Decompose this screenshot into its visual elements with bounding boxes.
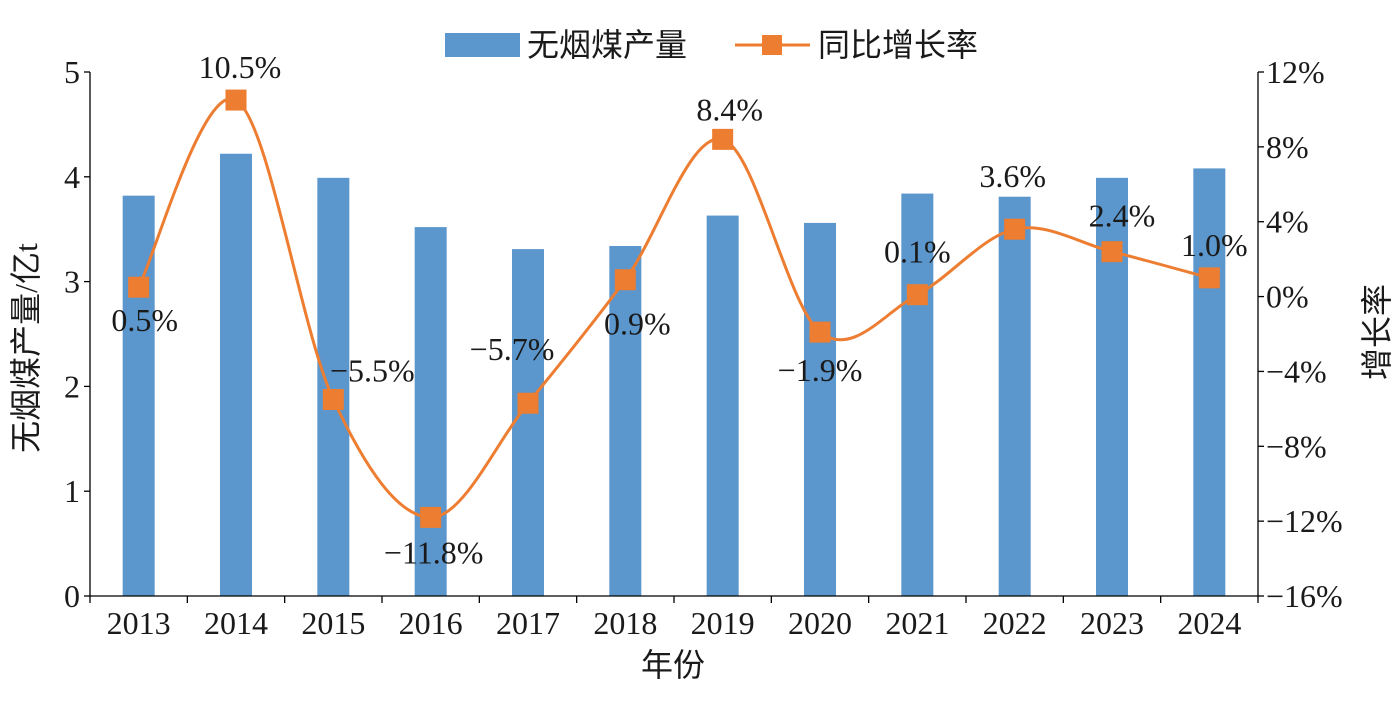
bar-2014 — [220, 153, 252, 596]
bar-2022 — [998, 196, 1031, 596]
y-tick-label: 5 — [64, 54, 80, 90]
growth-marker-2022 — [1004, 218, 1026, 240]
growth-marker-2019 — [712, 128, 734, 150]
x-axis-title: 年份 — [641, 647, 705, 683]
x-tick-label: 2019 — [691, 605, 755, 641]
y-tick-label: 0 — [64, 578, 80, 614]
growth-marker-2014 — [225, 89, 247, 111]
x-tick-label: 2020 — [788, 605, 852, 641]
y-tick-label: 1 — [64, 473, 80, 509]
bar-2018 — [609, 245, 642, 596]
bar-2023 — [1096, 177, 1128, 596]
growth-data-label: −5.5% — [330, 353, 415, 389]
y-axis-right-ticks: −16% −12% −8% −4% 0% 4% 8% 12% — [1258, 54, 1343, 614]
x-tick-label: 2014 — [204, 605, 268, 641]
y2-tick-label: 0% — [1266, 279, 1309, 315]
growth-marker-2016 — [420, 506, 442, 528]
bar-2015 — [317, 177, 350, 596]
y-tick-label: 2 — [64, 368, 80, 404]
y2-tick-label: −4% — [1266, 353, 1327, 389]
growth-data-label: 0.1% — [884, 234, 951, 270]
growth-data-label: 0.5% — [111, 302, 178, 338]
line-series-growth-data-labels: 0.5% 10.5% −5.5% −11.8% −5.7% 0.9% 8.4% −1.9% 0.… — [111, 49, 1247, 570]
growth-data-label: 8.4% — [696, 91, 763, 127]
growth-marker-2024 — [1198, 267, 1220, 289]
growth-data-label: 0.9% — [604, 306, 671, 342]
growth-marker-2013 — [128, 276, 150, 298]
y-tick-label: 4 — [64, 159, 80, 195]
growth-data-label: 1.0% — [1181, 227, 1248, 263]
line-series-growth — [137, 97, 1211, 519]
legend: 无烟煤产量 同比增长率 — [445, 27, 978, 63]
bar-series-production — [122, 153, 1226, 597]
bar-2016 — [414, 227, 447, 596]
growth-data-label: −1.9% — [778, 352, 863, 388]
growth-data-label: −5.7% — [470, 331, 555, 367]
x-tick-label: 2017 — [496, 605, 560, 641]
growth-marker-2021 — [906, 284, 928, 306]
y-tick-label: 3 — [64, 264, 80, 300]
x-tick-label: 2013 — [107, 605, 171, 641]
x-tick-label: 2015 — [301, 605, 365, 641]
y-axis-title: 无烟煤产量/亿t — [8, 243, 44, 453]
bar-2024 — [1193, 168, 1226, 596]
legend-label-growth: 同比增长率 — [818, 27, 978, 63]
x-tick-label: 2018 — [593, 605, 657, 641]
x-tick-label: 2016 — [399, 605, 463, 641]
growth-marker-2020 — [809, 321, 831, 343]
x-tick-label: 2024 — [1177, 605, 1241, 641]
growth-marker-2018 — [614, 269, 636, 291]
x-tick-label: 2023 — [1080, 605, 1144, 641]
y2-tick-label: 8% — [1266, 129, 1309, 165]
y2-tick-label: −8% — [1266, 428, 1327, 464]
growth-marker-2015 — [322, 389, 344, 410]
x-axis-ticks: 2013 2014 2015 2016 2017 2018 2019 2020 2021 2022… — [89, 596, 1259, 641]
growth-marker-2017 — [517, 392, 539, 414]
bar-2019 — [706, 215, 739, 597]
x-tick-label: 2022 — [983, 605, 1047, 641]
y2-tick-label: 12% — [1266, 54, 1325, 90]
growth-data-label: 2.4% — [1089, 198, 1156, 234]
legend-swatch-production — [445, 33, 520, 57]
legend-swatch-growth-marker — [762, 35, 782, 55]
growth-marker-2023 — [1101, 241, 1123, 263]
bar-2017 — [512, 249, 544, 596]
x-tick-label: 2021 — [885, 605, 949, 641]
y2-tick-label: −16% — [1266, 578, 1343, 614]
growth-line-path — [137, 97, 1211, 519]
bar-2021 — [901, 193, 934, 596]
y2-tick-label: −12% — [1266, 503, 1343, 539]
y2-tick-label: 4% — [1266, 204, 1309, 240]
y-axis-left-ticks: 0 1 2 3 4 5 — [64, 54, 90, 614]
y2-axis-title: 增长率 — [1359, 284, 1395, 380]
growth-data-label: 10.5% — [199, 49, 282, 85]
legend-label-production: 无烟煤产量 — [527, 27, 687, 63]
growth-data-label: −11.8% — [384, 534, 484, 570]
bar-2020 — [804, 222, 836, 597]
growth-data-label: 3.6% — [979, 158, 1046, 194]
axes — [89, 72, 1259, 597]
line-series-growth-markers — [128, 89, 1220, 528]
